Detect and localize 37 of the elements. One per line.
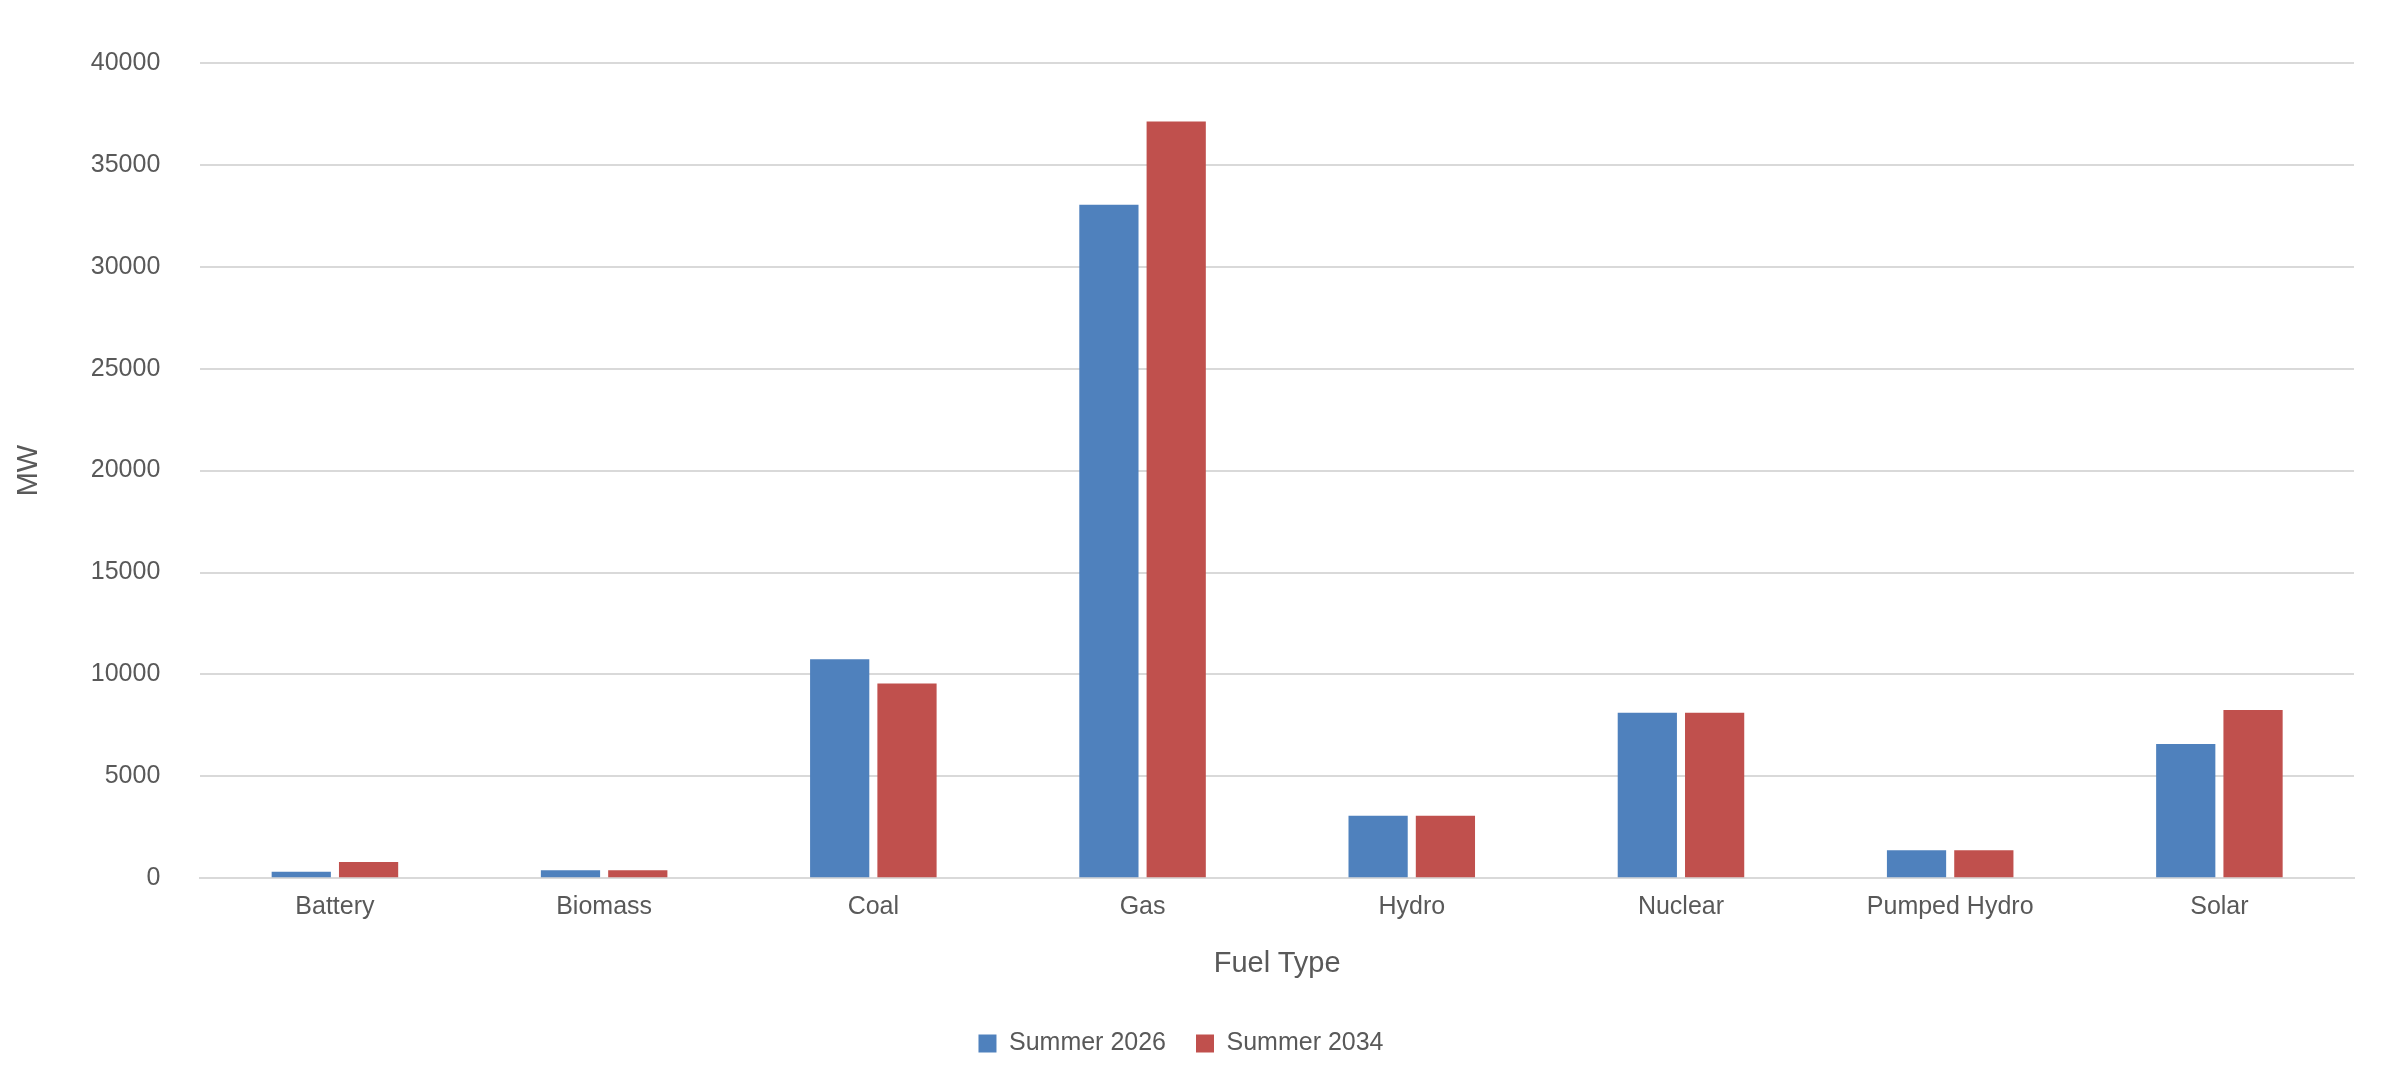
bar bbox=[1348, 815, 1408, 878]
bar bbox=[810, 659, 870, 878]
x-tick-label: Biomass bbox=[556, 891, 653, 920]
legend-label: Summer 2026 bbox=[1008, 1027, 1167, 1056]
bar bbox=[1886, 850, 1947, 878]
y-tick-label: 35000 bbox=[90, 148, 161, 177]
bar bbox=[1617, 712, 1677, 878]
bar bbox=[2156, 743, 2216, 878]
y-tick-label: 25000 bbox=[90, 352, 161, 381]
bar bbox=[540, 870, 601, 878]
y-tick-label: 20000 bbox=[90, 454, 161, 483]
y-tick-label: 30000 bbox=[90, 250, 161, 279]
x-axis-title: Fuel Type bbox=[1213, 945, 1341, 978]
legend-label: Summer 2034 bbox=[1226, 1027, 1384, 1056]
bar bbox=[1415, 815, 1476, 878]
x-tick-label: Coal bbox=[847, 891, 900, 920]
y-tick-label: 15000 bbox=[90, 556, 161, 585]
x-tick-label: Solar bbox=[2190, 891, 2249, 920]
bar bbox=[1685, 712, 1745, 878]
y-tick-label: 0 bbox=[146, 862, 161, 891]
bar bbox=[1079, 204, 1139, 878]
bar bbox=[338, 861, 399, 878]
bar bbox=[271, 871, 331, 878]
bar bbox=[2223, 710, 2283, 878]
y-tick-label: 10000 bbox=[90, 658, 161, 687]
x-tick-label: Hydro bbox=[1378, 891, 1446, 920]
bar bbox=[877, 683, 937, 878]
x-tick-label: Battery bbox=[295, 891, 376, 920]
y-tick-label: 40000 bbox=[90, 46, 161, 75]
y-axis-title: MW bbox=[11, 444, 44, 497]
bar bbox=[1146, 121, 1206, 878]
x-tick-label: Nuclear bbox=[1637, 891, 1725, 920]
x-tick-label: Pumped Hydro bbox=[1866, 891, 2034, 920]
bar bbox=[1954, 850, 2014, 878]
bar bbox=[608, 870, 668, 878]
y-tick-label: 5000 bbox=[104, 760, 161, 789]
x-tick-label: Gas bbox=[1119, 891, 1166, 920]
